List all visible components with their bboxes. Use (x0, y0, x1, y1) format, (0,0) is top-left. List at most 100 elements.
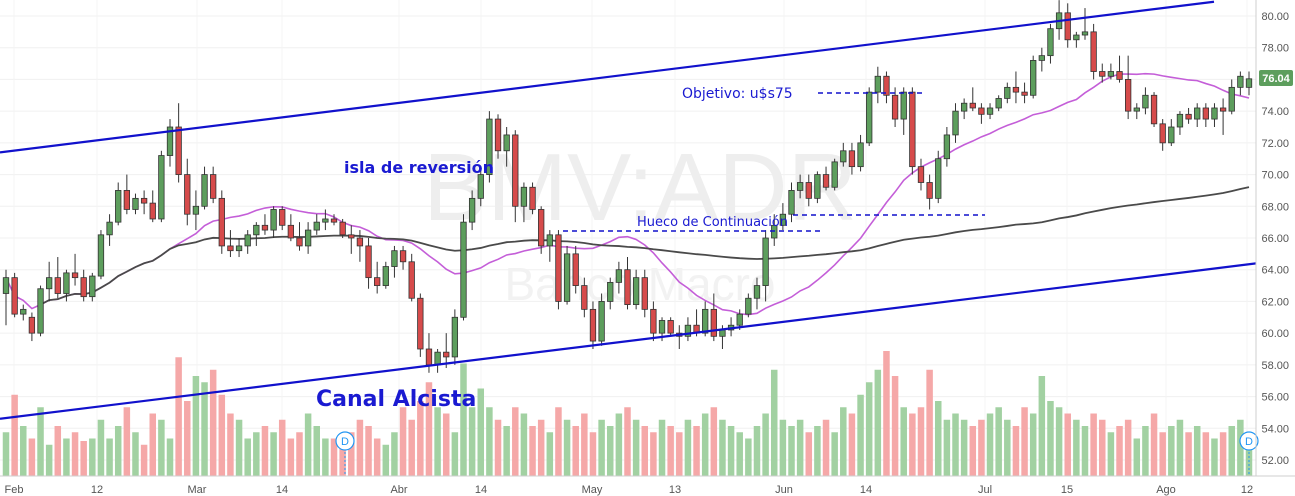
candle-body (1047, 28, 1054, 57)
volume-bar (442, 413, 450, 476)
candle-body (503, 134, 510, 152)
candle-body (348, 234, 355, 239)
candle-body (201, 174, 208, 207)
candle-body (762, 237, 769, 286)
volume-bar (451, 432, 459, 476)
time-axis[interactable]: Feb 12 Mar 14 Abr 14 May 13 Jun 14 Jul 15 Ago 12 (5, 484, 1254, 496)
dividend-marker-2-label: D (1245, 436, 1253, 448)
volume-bar (736, 432, 743, 476)
time-tick-label: 13 (669, 484, 681, 496)
dividend-marker-2[interactable] (1239, 431, 1259, 451)
volume-bar (960, 419, 968, 476)
volume-bar (209, 369, 217, 476)
candle-body (805, 182, 812, 199)
candle-body (520, 186, 528, 207)
candle-body (313, 221, 320, 231)
volume-bar (1159, 432, 1166, 476)
volume-bar (270, 432, 277, 476)
candle-body (1237, 75, 1244, 88)
volume-bar (814, 426, 821, 476)
volume-bar (1211, 438, 1218, 476)
candle-body (1012, 86, 1020, 93)
candle-body (270, 209, 277, 231)
candle-body (304, 229, 312, 247)
volume-bar (477, 388, 485, 476)
volume-bar (80, 441, 87, 476)
dividend-marker-1[interactable] (335, 431, 355, 451)
volume-bar (1081, 426, 1089, 476)
candle-body (1107, 71, 1115, 77)
volume-bar (874, 369, 882, 476)
price-tick-label: 58.00 (1261, 360, 1289, 372)
volume-bar (943, 419, 951, 476)
volume-bar (537, 419, 545, 476)
candle-body (140, 197, 148, 204)
volume-bar (63, 438, 70, 476)
time-tick-label: Jul (978, 484, 992, 496)
volume-bar (572, 426, 579, 476)
candle-body (589, 308, 597, 342)
candle-body (1004, 86, 1011, 99)
candle-body (494, 118, 502, 152)
candle-body (615, 269, 623, 283)
candle-body (831, 161, 838, 188)
volume-bar (719, 419, 726, 476)
lower-channel-line (0, 262, 1257, 420)
volume-bar (1073, 419, 1080, 476)
price-tick-label: 54.00 (1261, 423, 1289, 435)
candle-body (477, 174, 484, 199)
volume-bar (261, 426, 269, 476)
price-tick-label: 68.00 (1261, 201, 1289, 213)
price-axis[interactable]: 52.00 54.00 56.00 58.00 60.00 62.00 64.00 66.00… (1261, 11, 1289, 467)
volume-bar (140, 444, 148, 476)
time-tick-label: Ago (1156, 484, 1176, 496)
volume-bar (676, 432, 683, 476)
ma-fast-line (5, 72, 1250, 316)
volume-bar (158, 419, 165, 476)
volume-bar (667, 426, 674, 476)
candle-body (866, 91, 873, 144)
volume-bar (546, 432, 554, 476)
candle-body (460, 221, 467, 318)
candle-body (753, 285, 761, 299)
candle-body (97, 234, 105, 277)
volume-bar (658, 419, 666, 476)
candle-body (244, 234, 251, 247)
price-tick-label: 64.00 (1261, 265, 1289, 277)
volume-bar (1116, 426, 1123, 476)
candle-body (667, 320, 674, 334)
candle-body (822, 174, 830, 188)
volume-bar (1090, 413, 1097, 476)
candle-body (123, 190, 130, 210)
volume-bar (727, 426, 735, 476)
volume-bar (900, 407, 907, 476)
candle-body (960, 102, 968, 112)
volume-bar (1228, 426, 1235, 476)
volume-bar (192, 376, 200, 476)
volume-bar (71, 432, 79, 476)
volume-bar (296, 432, 303, 476)
volume-bar (287, 438, 295, 476)
candle-body (969, 102, 976, 109)
volume-bar (701, 413, 709, 476)
candle-body (443, 351, 450, 358)
candle-body (1125, 79, 1132, 112)
trendlines[interactable] (0, 0, 1257, 420)
candle-body (710, 308, 717, 337)
volume-bar (417, 401, 424, 476)
volume-bar (244, 438, 251, 476)
price-tick-label: 62.00 (1261, 296, 1289, 308)
candle-body (563, 253, 571, 302)
volume-bar (598, 419, 605, 476)
ma-slow-line (40, 186, 1250, 306)
volume-bar (486, 407, 493, 476)
candle-body (848, 150, 856, 168)
candle-body (80, 277, 87, 298)
candle-body (2, 277, 10, 294)
time-tick-label: 14 (860, 484, 872, 496)
volume-bar (503, 426, 510, 476)
volume-bar (330, 438, 338, 476)
volume-bar (1150, 413, 1158, 476)
candle-body (1021, 91, 1028, 96)
